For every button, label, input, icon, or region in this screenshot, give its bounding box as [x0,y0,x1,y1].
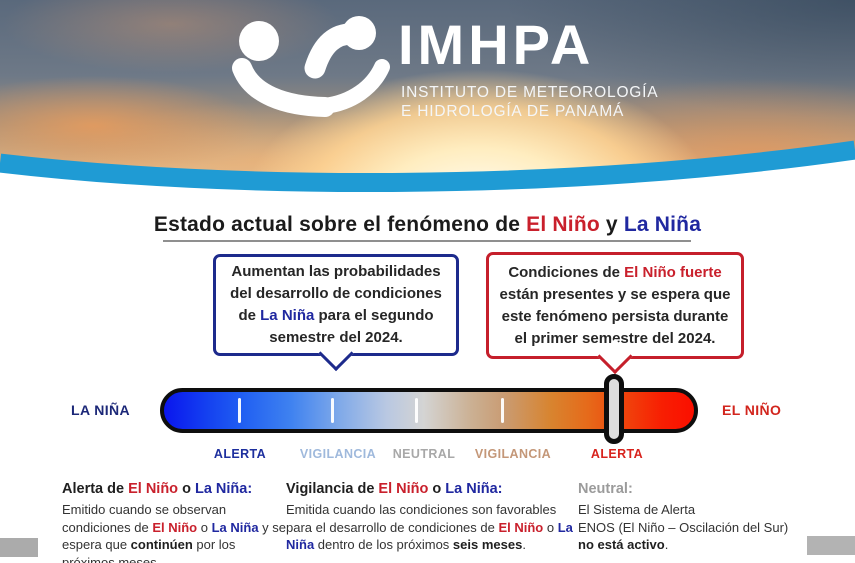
imhpa-logo-icon [232,16,390,117]
bubble-line: este fenómeno persista durante [501,307,729,325]
page-title: Estado actual sobre el fenómeno de El Ni… [0,213,855,237]
institute-line1: INSTITUTO DE METEOROLOGÍA [401,84,659,101]
logo-acronym: IMHPA [398,13,595,76]
bubble-line: Aumentan las probabilidades [231,263,441,280]
definition-neutral-body: El Sistema de Alerta ENOS (El Niño – Osc… [578,502,789,552]
definition-alerta: Alerta de El Niño o La Niña: Emitido cua… [62,480,287,563]
gauge-tick [238,398,241,423]
gray-block-left [0,538,38,557]
gauge-zone-label-alerta-la-nina: ALERTA [213,447,267,461]
bubble-line: del desarrollo de condiciones [230,285,442,302]
la-nina-bubble: Aumentan las probabilidades del desarrol… [213,254,459,372]
gauge-zone-label-neutral: NEUTRAL [392,447,456,461]
title-connector: y [599,213,624,236]
institute-line2: E HIDROLOGÍA DE PANAMÁ [401,103,625,120]
definition-neutral-heading: Neutral: [578,481,633,497]
bubble-line: de La Niña para el segundo [238,307,434,324]
definition-alerta-heading: Alerta de El Niño o La Niña: [62,481,253,497]
title-el-nino: El Niño [526,213,600,236]
title-underline [163,240,691,242]
gauge-indicator [604,374,624,444]
el-nino-axis-label: EL NIÑO [722,402,782,418]
bubble-line: Condiciones de El Niño fuerte [508,263,722,281]
gray-block-right [807,536,855,555]
definition-vigilancia-heading: Vigilancia de El Niño o La Niña: [286,481,503,497]
gauge-zone-label-alerta-el-nino: ALERTA [590,447,644,461]
gauge-zone-label-vigilancia-el-nino: VIGILANCIA [474,447,552,461]
bubble-line: el primer semestre del 2024. [514,329,716,347]
gauge-tick [415,398,418,423]
institute-name: INSTITUTO DE METEOROLOGÍA E HIDROLOGÍA D… [401,83,658,121]
definition-alerta-body: Emitido cuando se observan condiciones d… [62,502,287,563]
definition-neutral: Neutral: El Sistema de Alerta ENOS (El N… [578,480,826,554]
title-la-nina: La Niña [623,213,702,236]
la-nina-axis-label: LA NIÑA [71,402,131,418]
el-nino-bubble: Condiciones de El Niño fuerte están pres… [486,252,744,375]
definition-vigilancia-body: Emitida cuando las condiciones son favor… [286,502,573,552]
bubble-line: están presentes y se espera que [499,285,731,303]
definition-vigilancia: Vigilancia de El Niño o La Niña: Emitida… [286,480,574,554]
gauge-zone-label-vigilancia-la-nina: VIGILANCIA [299,447,377,461]
gauge-tick [501,398,504,423]
gauge-tick [331,398,334,423]
title-text: Estado actual sobre el fenómeno de [153,213,527,236]
